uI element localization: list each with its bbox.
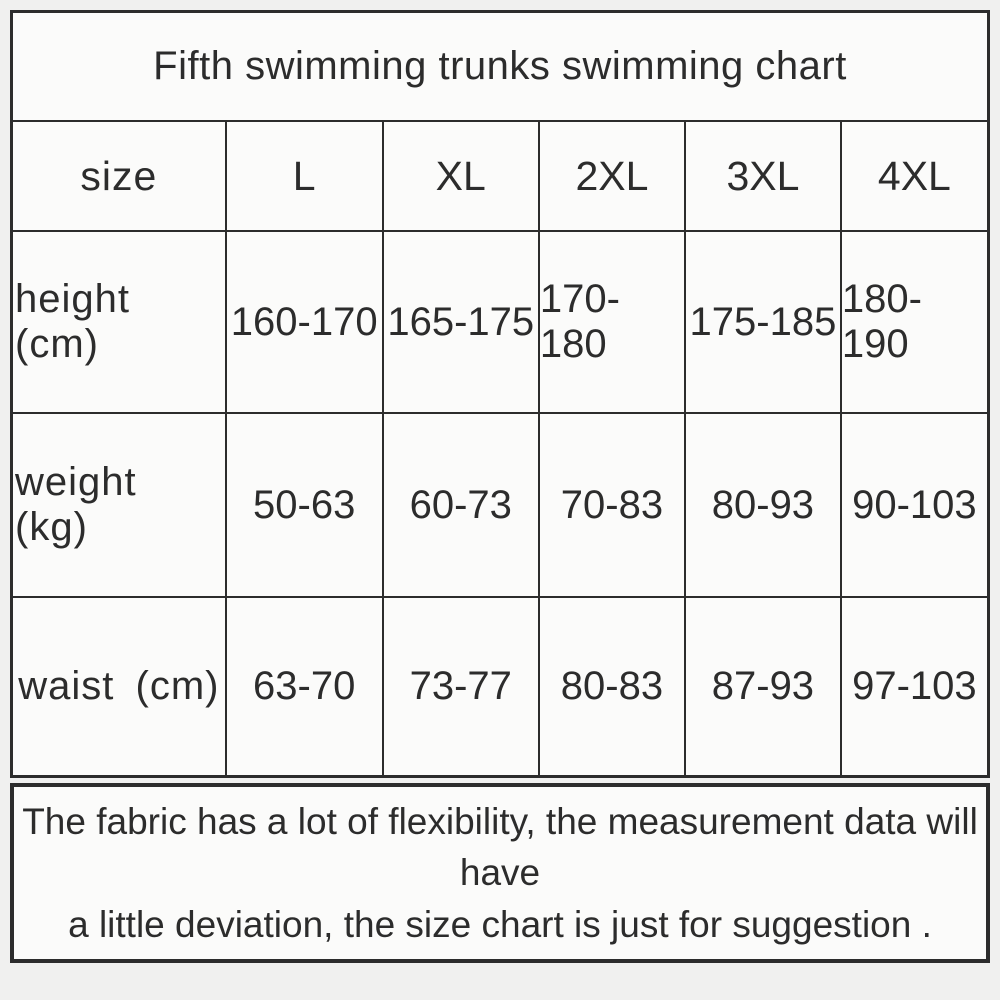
height-value-l: 160-170	[226, 232, 384, 414]
note-line-2: a little deviation, the size chart is ju…	[68, 903, 932, 945]
waist-value-l: 63-70	[226, 598, 384, 775]
note-line-1: The fabric has a lot of flexibility, the…	[22, 801, 978, 894]
note-box: The fabric has a lot of flexibility, the…	[10, 783, 990, 963]
weight-value-4xl: 90-103	[841, 414, 987, 598]
height-value-xl: 165-175	[383, 232, 540, 414]
weight-value-xl: 60-73	[383, 414, 540, 598]
waist-value-xl: 73-77	[383, 598, 540, 775]
header-cell-l: L	[226, 122, 384, 232]
header-cell-size: size	[13, 122, 227, 232]
row-label-waist: waist (cm)	[13, 598, 227, 775]
weight-value-3xl: 80-93	[686, 414, 842, 598]
height-value-2xl: 170-180	[539, 232, 686, 414]
header-cell-3xl: 3XL	[686, 122, 842, 232]
waist-value-2xl: 80-83	[539, 598, 686, 775]
waist-value-3xl: 87-93	[686, 598, 842, 775]
height-value-3xl: 175-185	[686, 232, 842, 414]
header-cell-2xl: 2XL	[539, 122, 686, 232]
size-grid: size L XL 2XL 3XL 4XL height (cm) 160-17…	[13, 122, 987, 775]
weight-value-2xl: 70-83	[539, 414, 686, 598]
chart-title: Fifth swimming trunks swimming chart	[13, 13, 987, 122]
header-cell-xl: XL	[383, 122, 540, 232]
header-cell-4xl: 4XL	[841, 122, 987, 232]
row-label-weight: weight (kg)	[13, 414, 227, 598]
weight-value-l: 50-63	[226, 414, 384, 598]
row-label-height: height (cm)	[13, 232, 227, 414]
height-value-4xl: 180-190	[841, 232, 987, 414]
size-chart-table: Fifth swimming trunks swimming chart siz…	[10, 10, 990, 778]
waist-value-4xl: 97-103	[841, 598, 987, 775]
